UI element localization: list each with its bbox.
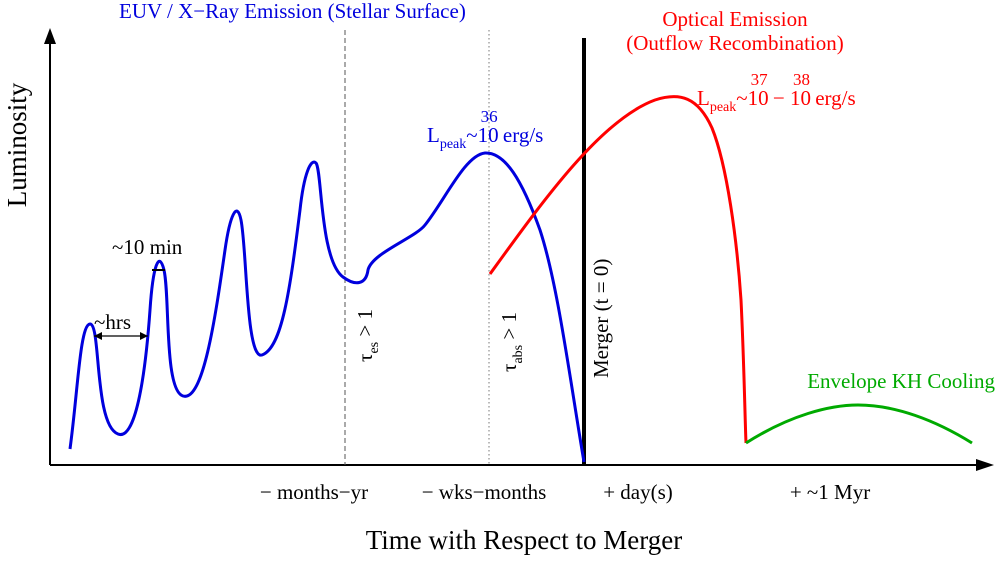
optical-curve	[488, 95, 748, 444]
merger-label: Merger (t = 0)	[589, 259, 613, 378]
euv-curve	[68, 151, 586, 463]
x-tick-wks-months: − wks−months	[422, 480, 547, 504]
kh-cooling-curve	[745, 403, 973, 445]
y-axis-label: Luminosity	[2, 82, 32, 207]
hrs-arrow-right-head	[140, 332, 148, 340]
hrs-arrow-left-head	[94, 332, 102, 340]
x-tick-months-yr: − months−yr	[260, 480, 368, 504]
optical-header-line1: Optical Emission	[662, 7, 808, 31]
lpeak-blue-label: Lpeak~1036 erg/s	[427, 107, 543, 152]
kh-cooling-label: Envelope KH Cooling	[807, 369, 995, 393]
hrs-label: ~hrs	[94, 310, 131, 334]
y-axis-arrowhead	[44, 28, 56, 44]
euv-header: EUV / X−Ray Emission (Stellar Surface)	[119, 0, 466, 23]
lpeak-red-label: Lpeak~1037 − 1038 erg/s	[697, 70, 856, 115]
tau-es-label: τes > 1	[353, 309, 382, 362]
optical-header-line2: (Outflow Recombination)	[626, 31, 844, 55]
tau-abs-label: τabs > 1	[497, 312, 526, 372]
x-tick-days: + day(s)	[603, 480, 673, 504]
x-axis-label: Time with Respect to Merger	[366, 525, 682, 555]
x-axis-arrowhead	[976, 459, 994, 471]
ten-min-label: ~10 min	[112, 235, 183, 259]
x-tick-myr: + ~1 Myr	[790, 480, 870, 504]
